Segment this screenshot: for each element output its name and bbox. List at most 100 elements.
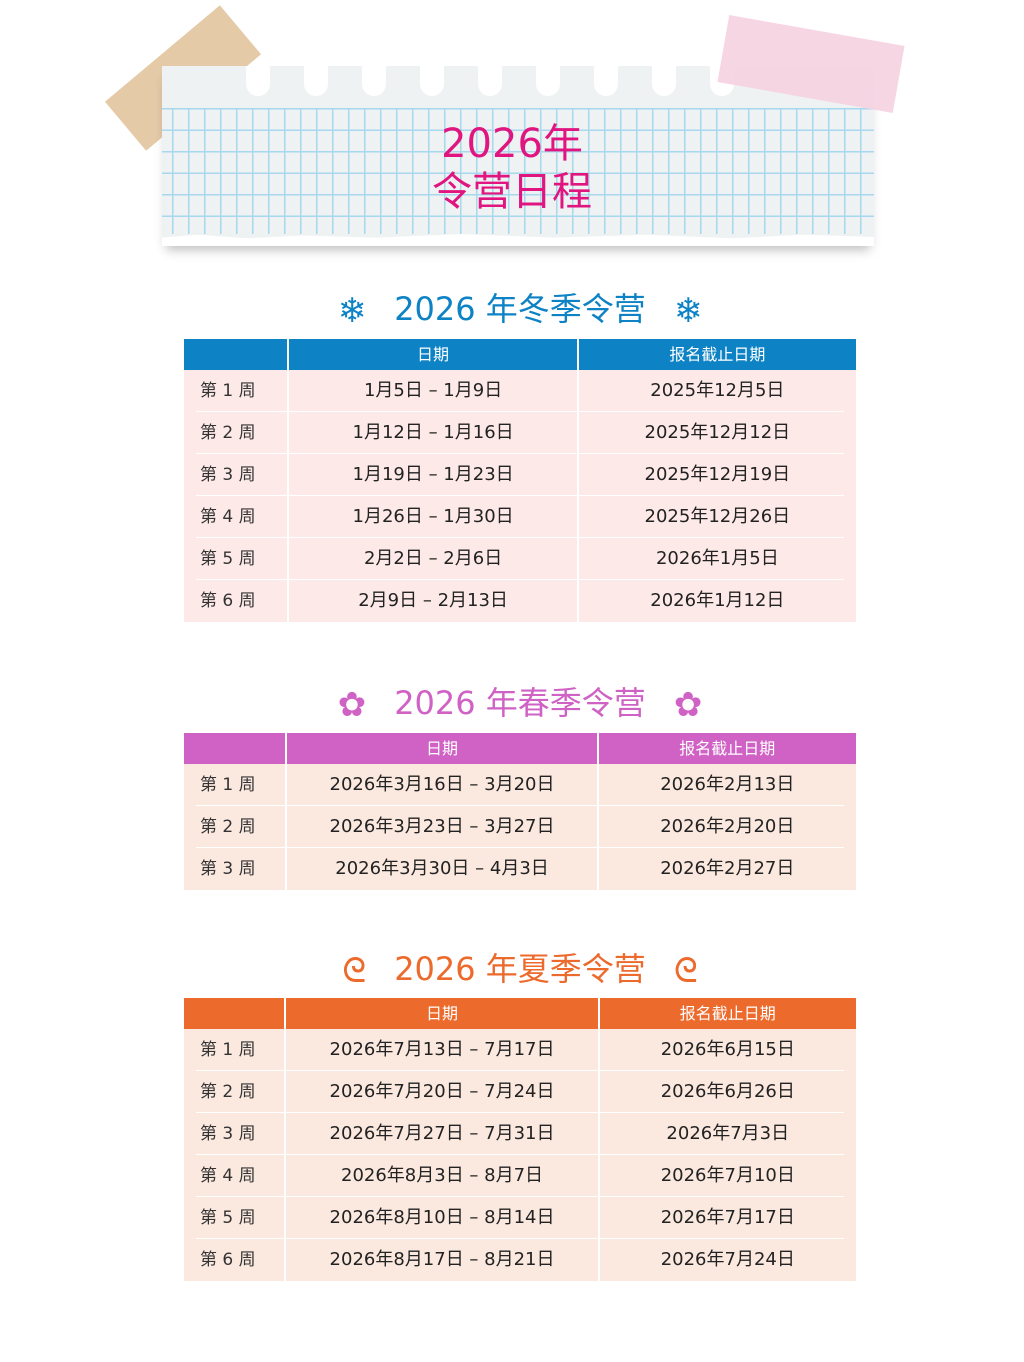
deadline-cell: 2025年12月19日 — [576, 454, 856, 496]
dates-cell: 2026年7月27日 – 7月31日 — [284, 1113, 597, 1155]
dates-cell: 2026年7月13日 – 7月17日 — [284, 1029, 597, 1071]
binder-hole — [362, 66, 386, 96]
snowflake-icon: ❄ — [673, 291, 703, 331]
page-title: 2026年 令营日程 — [0, 120, 1024, 216]
grid-paper — [162, 108, 874, 234]
table-row: 第 5 周 2026年8月10日 – 8月14日 2026年7月17日 — [184, 1197, 856, 1239]
table-row: 第 2 周 2026年3月23日 – 3月27日 2026年2月20日 — [184, 806, 856, 848]
notepad-banner — [162, 66, 874, 246]
header-week — [184, 733, 285, 764]
wave-icon: ᘓ — [342, 951, 367, 991]
deadline-cell: 2026年1月5日 — [576, 538, 856, 580]
deadline-cell: 2025年12月12日 — [576, 412, 856, 454]
dates-cell: 1月26日 – 1月30日 — [287, 496, 576, 538]
table-row: 第 1 周 2026年3月16日 – 3月20日 2026年2月13日 — [184, 764, 856, 806]
week-cell: 第 2 周 — [200, 817, 256, 837]
cherry-blossom-icon: ✿ — [337, 685, 367, 725]
table-row: 第 1 周 1月5日 – 1月9日 2025年12月5日 — [184, 370, 856, 412]
deadline-cell: 2026年6月26日 — [597, 1071, 856, 1113]
title-year: 2026年 — [441, 121, 583, 167]
week-cell: 第 3 周 — [200, 1124, 256, 1144]
dates-cell: 2026年3月30日 – 4月3日 — [285, 848, 596, 890]
winter-title: 2026 年冬季令营 — [394, 290, 646, 328]
binder-hole — [304, 66, 328, 96]
binder-hole — [246, 66, 270, 96]
table-row: 第 6 周 2月9日 – 2月13日 2026年1月12日 — [184, 580, 856, 622]
week-cell: 第 4 周 — [200, 507, 256, 527]
week-cell: 第 1 周 — [200, 381, 256, 401]
deadline-cell: 2026年7月10日 — [597, 1155, 856, 1197]
table-row: 第 3 周 2026年7月27日 – 7月31日 2026年7月3日 — [184, 1113, 856, 1155]
deadline-cell: 2026年2月13日 — [596, 764, 856, 806]
header-dates: 日期 — [287, 339, 576, 370]
table-body: 第 1 周 1月5日 – 1月9日 2025年12月5日第 2 周 1月12日 – 1… — [184, 370, 856, 622]
week-cell: 第 3 周 — [200, 465, 256, 485]
table-row: 第 5 周 2月2日 – 2月6日 2026年1月5日 — [184, 538, 856, 580]
week-cell: 第 5 周 — [200, 1208, 256, 1228]
deadline-cell: 2026年7月3日 — [597, 1113, 856, 1155]
summer-section-heading: ᘓ 2026 年夏季令营 ᘓ — [184, 944, 856, 991]
table-header: 日期 报名截止日期 — [184, 998, 856, 1029]
spring-section-heading: ✿ 2026 年春季令营 ✿ — [184, 678, 856, 725]
winter-schedule-table: 日期 报名截止日期第 1 周 1月5日 – 1月9日 2025年12月5日第 2 周 1… — [184, 339, 856, 622]
dates-cell: 1月5日 – 1月9日 — [287, 370, 576, 412]
cherry-blossom-icon: ✿ — [673, 685, 703, 725]
deadline-cell: 2025年12月5日 — [576, 370, 856, 412]
header-dates: 日期 — [285, 733, 596, 764]
dates-cell: 1月19日 – 1月23日 — [287, 454, 576, 496]
binder-hole — [652, 66, 676, 96]
dates-cell: 2月2日 – 2月6日 — [287, 538, 576, 580]
header-dates: 日期 — [284, 998, 597, 1029]
table-row: 第 2 周 2026年7月20日 – 7月24日 2026年6月26日 — [184, 1071, 856, 1113]
deadline-cell: 2026年1月12日 — [576, 580, 856, 622]
table-header: 日期 报名截止日期 — [184, 733, 856, 764]
table-row: 第 4 周 1月26日 – 1月30日 2025年12月26日 — [184, 496, 856, 538]
torn-edge — [162, 234, 874, 246]
deadline-cell: 2025年12月26日 — [576, 496, 856, 538]
spring-schedule-table: 日期 报名截止日期第 1 周 2026年3月16日 – 3月20日 2026年2月13… — [184, 733, 856, 890]
binder-hole — [536, 66, 560, 96]
dates-cell: 1月12日 – 1月16日 — [287, 412, 576, 454]
title-text: 令营日程 — [432, 169, 592, 215]
header-deadline: 报名截止日期 — [596, 733, 856, 764]
deadline-cell: 2026年7月24日 — [597, 1239, 856, 1281]
binder-hole — [478, 66, 502, 96]
header-deadline: 报名截止日期 — [576, 339, 856, 370]
dates-cell: 2026年8月17日 – 8月21日 — [284, 1239, 597, 1281]
table-row: 第 6 周 2026年8月17日 – 8月21日 2026年7月24日 — [184, 1239, 856, 1281]
dates-cell: 2026年3月16日 – 3月20日 — [285, 764, 596, 806]
week-cell: 第 3 周 — [200, 859, 256, 879]
header-week — [184, 998, 284, 1029]
week-cell: 第 5 周 — [200, 549, 256, 569]
table-row: 第 4 周 2026年8月3日 – 8月7日 2026年7月10日 — [184, 1155, 856, 1197]
table-row: 第 2 周 1月12日 – 1月16日 2025年12月12日 — [184, 412, 856, 454]
binder-hole — [594, 66, 618, 96]
week-cell: 第 1 周 — [200, 1040, 256, 1060]
table-header: 日期 报名截止日期 — [184, 339, 856, 370]
week-cell: 第 1 周 — [200, 775, 256, 795]
dates-cell: 2026年7月20日 – 7月24日 — [284, 1071, 597, 1113]
dates-cell: 2月9日 – 2月13日 — [287, 580, 576, 622]
table-row: 第 3 周 1月19日 – 1月23日 2025年12月19日 — [184, 454, 856, 496]
summer-title: 2026 年夏季令营 — [394, 950, 646, 988]
deadline-cell: 2026年6月15日 — [597, 1029, 856, 1071]
winter-section-heading: ❄ 2026 年冬季令营 ❄ — [184, 284, 856, 331]
header-deadline: 报名截止日期 — [597, 998, 856, 1029]
header-week — [184, 339, 287, 370]
snowflake-icon: ❄ — [337, 291, 367, 331]
deadline-cell: 2026年2月20日 — [596, 806, 856, 848]
table-body: 第 1 周 2026年3月16日 – 3月20日 2026年2月13日第 2 周 20… — [184, 764, 856, 890]
week-cell: 第 2 周 — [200, 423, 256, 443]
binder-hole — [420, 66, 444, 96]
dates-cell: 2026年8月10日 – 8月14日 — [284, 1197, 597, 1239]
week-cell: 第 4 周 — [200, 1166, 256, 1186]
table-row: 第 1 周 2026年7月13日 – 7月17日 2026年6月15日 — [184, 1029, 856, 1071]
deadline-cell: 2026年2月27日 — [596, 848, 856, 890]
week-cell: 第 6 周 — [200, 1250, 256, 1270]
week-cell: 第 6 周 — [200, 591, 256, 611]
summer-schedule-table: 日期 报名截止日期第 1 周 2026年7月13日 – 7月17日 2026年6月15… — [184, 998, 856, 1281]
wave-icon: ᘓ — [673, 951, 698, 991]
table-row: 第 3 周 2026年3月30日 – 4月3日 2026年2月27日 — [184, 848, 856, 890]
table-body: 第 1 周 2026年7月13日 – 7月17日 2026年6月15日第 2 周 20… — [184, 1029, 856, 1281]
spring-title: 2026 年春季令营 — [394, 684, 646, 722]
